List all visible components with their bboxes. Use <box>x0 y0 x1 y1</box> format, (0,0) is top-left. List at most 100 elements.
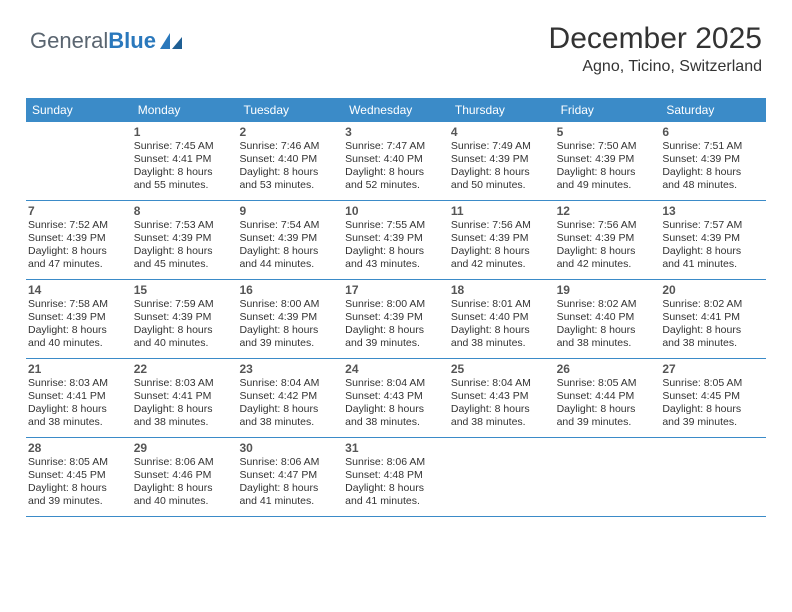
day-info-line: and 41 minutes. <box>345 495 445 508</box>
day-info-line: Daylight: 8 hours <box>662 245 762 258</box>
day-cell: 9Sunrise: 7:54 AMSunset: 4:39 PMDaylight… <box>237 201 343 279</box>
day-info-line: Sunrise: 8:02 AM <box>557 298 657 311</box>
day-number: 7 <box>28 204 128 218</box>
dow-header-cell: Wednesday <box>343 98 449 122</box>
day-info-line: Sunset: 4:39 PM <box>134 232 234 245</box>
day-info-line: Sunrise: 7:54 AM <box>239 219 339 232</box>
day-cell: 22Sunrise: 8:03 AMSunset: 4:41 PMDayligh… <box>132 359 238 437</box>
day-info-line: Daylight: 8 hours <box>451 245 551 258</box>
day-info-line: Sunset: 4:39 PM <box>239 232 339 245</box>
day-info-line: and 49 minutes. <box>557 179 657 192</box>
day-info-line: Daylight: 8 hours <box>451 324 551 337</box>
day-number: 30 <box>239 441 339 455</box>
page-title: December 2025 <box>549 22 762 56</box>
day-cell: 11Sunrise: 7:56 AMSunset: 4:39 PMDayligh… <box>449 201 555 279</box>
day-info-line: Daylight: 8 hours <box>662 403 762 416</box>
day-info-line: Daylight: 8 hours <box>134 482 234 495</box>
day-info-line: Daylight: 8 hours <box>345 324 445 337</box>
day-info-line: Sunrise: 7:47 AM <box>345 140 445 153</box>
day-info-line: and 38 minutes. <box>134 416 234 429</box>
day-cell: 29Sunrise: 8:06 AMSunset: 4:46 PMDayligh… <box>132 438 238 516</box>
day-info-line: Sunset: 4:40 PM <box>345 153 445 166</box>
day-info-line: Daylight: 8 hours <box>662 324 762 337</box>
dow-header-row: SundayMondayTuesdayWednesdayThursdayFrid… <box>26 98 766 122</box>
dow-header-cell: Saturday <box>660 98 766 122</box>
day-cell: 4Sunrise: 7:49 AMSunset: 4:39 PMDaylight… <box>449 122 555 200</box>
day-info-line: Sunrise: 8:06 AM <box>134 456 234 469</box>
day-info-line: and 44 minutes. <box>239 258 339 271</box>
day-info-line: Daylight: 8 hours <box>239 166 339 179</box>
day-number: 14 <box>28 283 128 297</box>
day-info-line: and 39 minutes. <box>662 416 762 429</box>
day-info-line: Daylight: 8 hours <box>134 403 234 416</box>
day-info-line: and 38 minutes. <box>239 416 339 429</box>
day-number: 12 <box>557 204 657 218</box>
day-info-line: Daylight: 8 hours <box>662 166 762 179</box>
day-info-line: Sunset: 4:41 PM <box>134 153 234 166</box>
day-cell: 18Sunrise: 8:01 AMSunset: 4:40 PMDayligh… <box>449 280 555 358</box>
week-row: 7Sunrise: 7:52 AMSunset: 4:39 PMDaylight… <box>26 201 766 280</box>
day-info-line: Sunrise: 8:02 AM <box>662 298 762 311</box>
day-info-line: Sunset: 4:43 PM <box>345 390 445 403</box>
day-number: 5 <box>557 125 657 139</box>
day-info-line: and 41 minutes. <box>662 258 762 271</box>
day-info-line: Sunset: 4:39 PM <box>662 232 762 245</box>
day-number: 8 <box>134 204 234 218</box>
day-cell: 2Sunrise: 7:46 AMSunset: 4:40 PMDaylight… <box>237 122 343 200</box>
day-cell: 5Sunrise: 7:50 AMSunset: 4:39 PMDaylight… <box>555 122 661 200</box>
day-info-line: Sunset: 4:41 PM <box>662 311 762 324</box>
day-cell: 20Sunrise: 8:02 AMSunset: 4:41 PMDayligh… <box>660 280 766 358</box>
day-info-line: Sunrise: 8:05 AM <box>557 377 657 390</box>
day-number: 27 <box>662 362 762 376</box>
day-number: 1 <box>134 125 234 139</box>
day-cell: 28Sunrise: 8:05 AMSunset: 4:45 PMDayligh… <box>26 438 132 516</box>
day-info-line: Sunrise: 7:45 AM <box>134 140 234 153</box>
day-info-line: and 42 minutes. <box>557 258 657 271</box>
day-info-line: and 39 minutes. <box>557 416 657 429</box>
day-cell: 27Sunrise: 8:05 AMSunset: 4:45 PMDayligh… <box>660 359 766 437</box>
logo-sail-icon <box>158 31 184 51</box>
day-number: 10 <box>345 204 445 218</box>
day-number: 25 <box>451 362 551 376</box>
day-info-line: Daylight: 8 hours <box>557 324 657 337</box>
day-cell: 15Sunrise: 7:59 AMSunset: 4:39 PMDayligh… <box>132 280 238 358</box>
day-cell: 16Sunrise: 8:00 AMSunset: 4:39 PMDayligh… <box>237 280 343 358</box>
logo-text-1: General <box>30 28 108 54</box>
day-info-line: Sunrise: 8:01 AM <box>451 298 551 311</box>
day-info-line: Sunrise: 7:51 AM <box>662 140 762 153</box>
day-cell: 21Sunrise: 8:03 AMSunset: 4:41 PMDayligh… <box>26 359 132 437</box>
day-info-line: Daylight: 8 hours <box>239 245 339 258</box>
day-info-line: Daylight: 8 hours <box>345 403 445 416</box>
day-number: 19 <box>557 283 657 297</box>
day-cell: 19Sunrise: 8:02 AMSunset: 4:40 PMDayligh… <box>555 280 661 358</box>
day-info-line: Daylight: 8 hours <box>557 166 657 179</box>
day-info-line: Sunrise: 7:58 AM <box>28 298 128 311</box>
day-cell <box>660 438 766 516</box>
day-cell: 30Sunrise: 8:06 AMSunset: 4:47 PMDayligh… <box>237 438 343 516</box>
day-info-line: Sunset: 4:39 PM <box>451 232 551 245</box>
day-info-line: Sunset: 4:44 PM <box>557 390 657 403</box>
day-info-line: and 39 minutes. <box>239 337 339 350</box>
day-number: 22 <box>134 362 234 376</box>
day-info-line: Daylight: 8 hours <box>345 482 445 495</box>
calendar: SundayMondayTuesdayWednesdayThursdayFrid… <box>26 98 766 517</box>
day-info-line: Sunset: 4:39 PM <box>557 153 657 166</box>
day-info-line: Sunset: 4:46 PM <box>134 469 234 482</box>
day-number: 17 <box>345 283 445 297</box>
day-info-line: Daylight: 8 hours <box>239 403 339 416</box>
day-info-line: and 40 minutes. <box>134 337 234 350</box>
day-info-line: Daylight: 8 hours <box>239 324 339 337</box>
day-info-line: Sunrise: 7:52 AM <box>28 219 128 232</box>
day-cell: 1Sunrise: 7:45 AMSunset: 4:41 PMDaylight… <box>132 122 238 200</box>
day-info-line: Daylight: 8 hours <box>345 245 445 258</box>
day-info-line: Sunrise: 8:03 AM <box>134 377 234 390</box>
logo: GeneralBlue <box>30 28 184 54</box>
day-info-line: and 38 minutes. <box>28 416 128 429</box>
day-info-line: Sunset: 4:40 PM <box>557 311 657 324</box>
day-cell: 24Sunrise: 8:04 AMSunset: 4:43 PMDayligh… <box>343 359 449 437</box>
day-number: 20 <box>662 283 762 297</box>
day-info-line: Sunset: 4:40 PM <box>239 153 339 166</box>
day-info-line: and 45 minutes. <box>134 258 234 271</box>
day-info-line: Sunset: 4:40 PM <box>451 311 551 324</box>
day-info-line: Sunset: 4:39 PM <box>451 153 551 166</box>
